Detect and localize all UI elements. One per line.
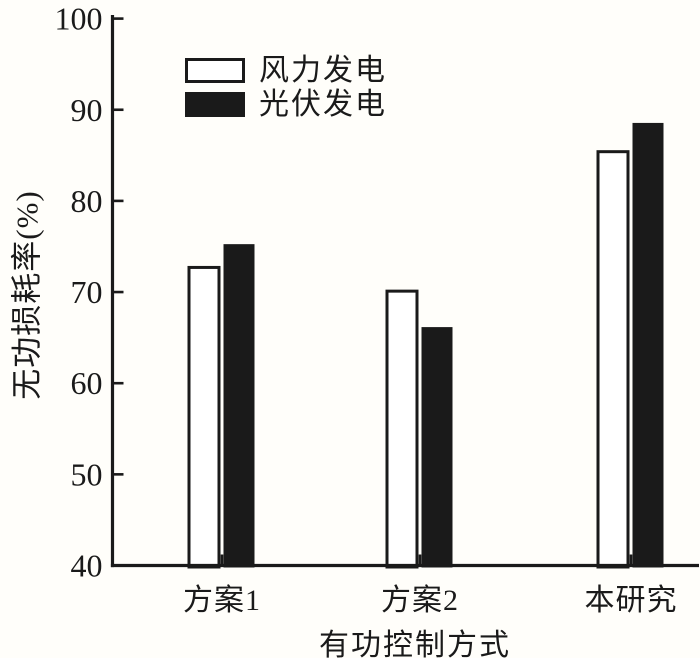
y-tick-label-70: 70 [71,274,103,310]
y-tick-label-90: 90 [71,92,103,128]
x-category-label-1: 方案1 [183,584,261,617]
y-axis-title: 无功损耗率(%) [9,190,45,400]
bar-wind-3 [596,150,630,569]
legend-label-pv: 光伏发电 [259,88,387,121]
bar-pv-3 [632,122,664,568]
x-category-label-3: 本研究 [584,584,678,617]
y-tick-label-40: 40 [71,548,103,584]
x-axis-title: 有功控制方式 [319,629,511,658]
legend-swatch-wind [185,58,245,83]
bar-wind-2 [385,289,419,569]
legend-label-wind: 风力发电 [259,54,387,87]
bar-wind-1 [187,265,221,569]
bar-pv-2 [421,327,453,568]
bar-pv-1 [223,244,255,568]
x-category-label-2: 方案2 [381,584,459,617]
y-tick-label-80: 80 [71,183,103,219]
y-tick-label-100: 100 [55,1,103,37]
y-tick-label-60: 60 [71,365,103,401]
y-tick-label-50: 50 [71,456,103,492]
legend-swatch-pv [185,92,245,117]
